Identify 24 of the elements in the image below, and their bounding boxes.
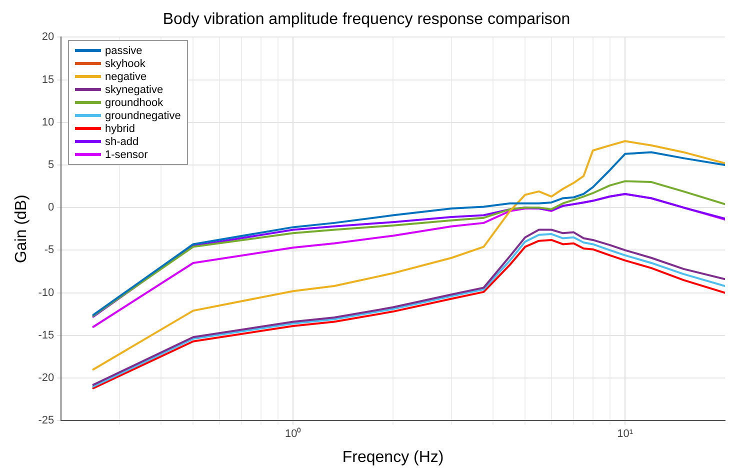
y-axis-title: Gain (dB) [13, 194, 30, 264]
y-tick-label: -5 [44, 244, 54, 256]
legend-label: skyhook [105, 58, 146, 70]
y-tick-label: 5 [48, 159, 54, 172]
chart-title: Body vibration amplitude frequency response comparison [162, 11, 570, 28]
legend-label: hybrid [105, 122, 135, 134]
x-tick-label: 10⁰ [284, 427, 302, 440]
y-tick-label: 0 [48, 202, 54, 214]
legend-label: skynegative [105, 84, 164, 96]
legend-label: negative [105, 70, 147, 82]
legend-label: passive [105, 44, 142, 56]
y-tick-label: 15 [42, 74, 54, 86]
y-tick-label: -10 [38, 286, 54, 299]
y-tick-label: -15 [38, 329, 54, 342]
legend-label: groundhook [105, 96, 164, 108]
y-tick-label: 10 [42, 116, 54, 128]
y-tick-label: 20 [42, 31, 54, 44]
legend-label: groundnegative [105, 110, 181, 122]
legend-label: 1-sensor [105, 148, 148, 160]
y-tick-label: -25 [38, 414, 54, 427]
y-tick-label: -20 [38, 372, 54, 384]
x-axis-title: Freqency (Hz) [342, 448, 444, 466]
x-tick-label: 10¹ [617, 428, 634, 440]
legend-label: sh-add [105, 136, 139, 148]
